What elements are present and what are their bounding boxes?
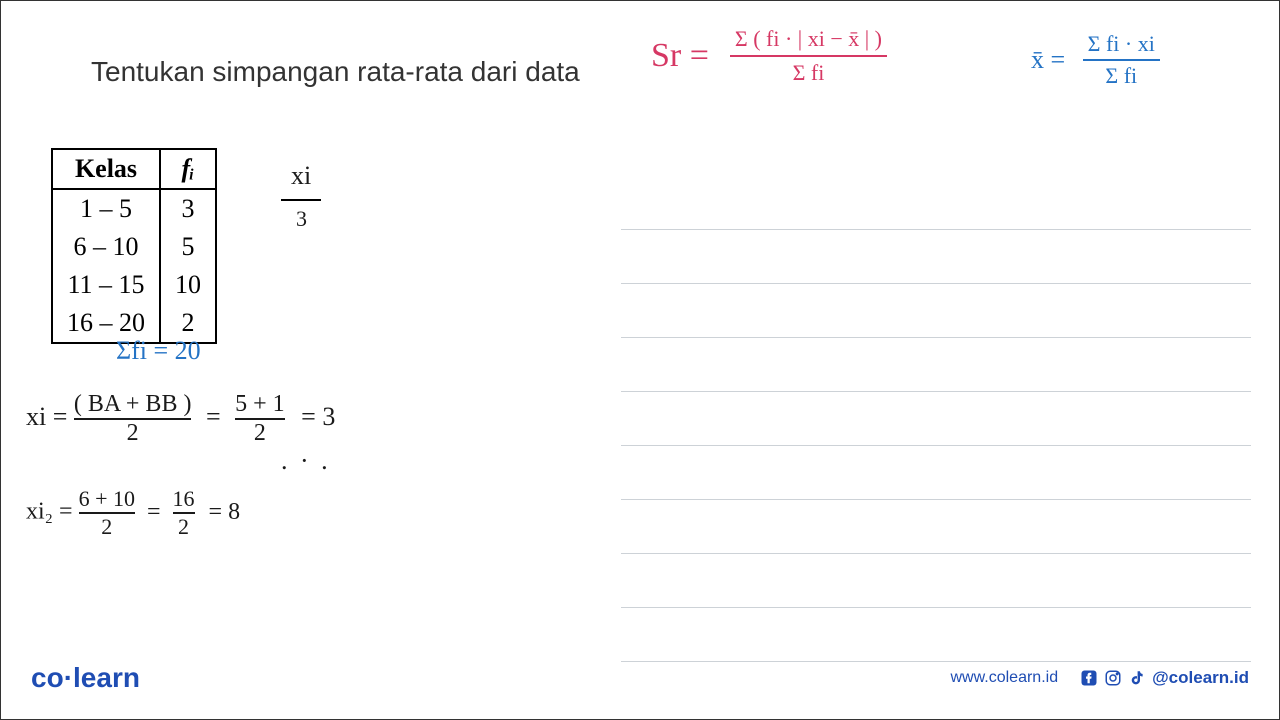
table-row: 11 – 1510 (52, 266, 216, 304)
sum-fi-annotation: Σfi = 20 (116, 336, 201, 366)
formula-xbar: x̄ = Σ fi · xi Σ fi (1031, 31, 1160, 89)
xbar-denominator: Σ fi (1083, 61, 1160, 89)
facebook-icon (1080, 669, 1098, 687)
sr-numerator: Σ ( fi · | xi − x̄ | ) (730, 26, 887, 55)
xi-first-value: 3 (296, 206, 307, 232)
header-kelas: Kelas (52, 149, 160, 189)
header-fi: fᵢ (160, 149, 216, 189)
tiktok-icon (1128, 669, 1146, 687)
footer-url: www.colearn.id (951, 669, 1059, 687)
sr-denominator: Σ fi (730, 57, 887, 86)
ruled-lines (621, 176, 1251, 662)
xbar-label: x̄ = (1031, 45, 1065, 75)
table-row: 1 – 53 (52, 189, 216, 228)
logo: co·learn (31, 662, 140, 694)
xbar-numerator: Σ fi · xi (1083, 31, 1160, 59)
table-header-row: Kelas fᵢ (52, 149, 216, 189)
instagram-icon (1104, 669, 1122, 687)
xi-equation-1: xi = ( BA + BB ) 2 = 5 + 1 2 = 3 (26, 391, 335, 447)
table-row: 6 – 105 (52, 228, 216, 266)
xi-column-header: xi (281, 161, 321, 201)
xi-equation-2: xi₂ = 6 + 10 2 = 16 2 = 8 (26, 486, 240, 540)
data-table: Kelas fᵢ 1 – 53 6 – 105 11 – 1510 16 – 2… (51, 148, 217, 344)
formula-sr: Sr = Σ ( fi · | xi − x̄ | ) Σ fi (651, 26, 887, 86)
social-handle: @colearn.id (1152, 668, 1249, 688)
dots-annotation: . · . (281, 446, 331, 476)
footer: co·learn www.colearn.id @colearn.id (1, 662, 1279, 694)
page-title: Tentukan simpangan rata-rata dari data (91, 56, 580, 88)
sr-label: Sr = (651, 37, 709, 75)
social-links: @colearn.id (1080, 668, 1249, 688)
